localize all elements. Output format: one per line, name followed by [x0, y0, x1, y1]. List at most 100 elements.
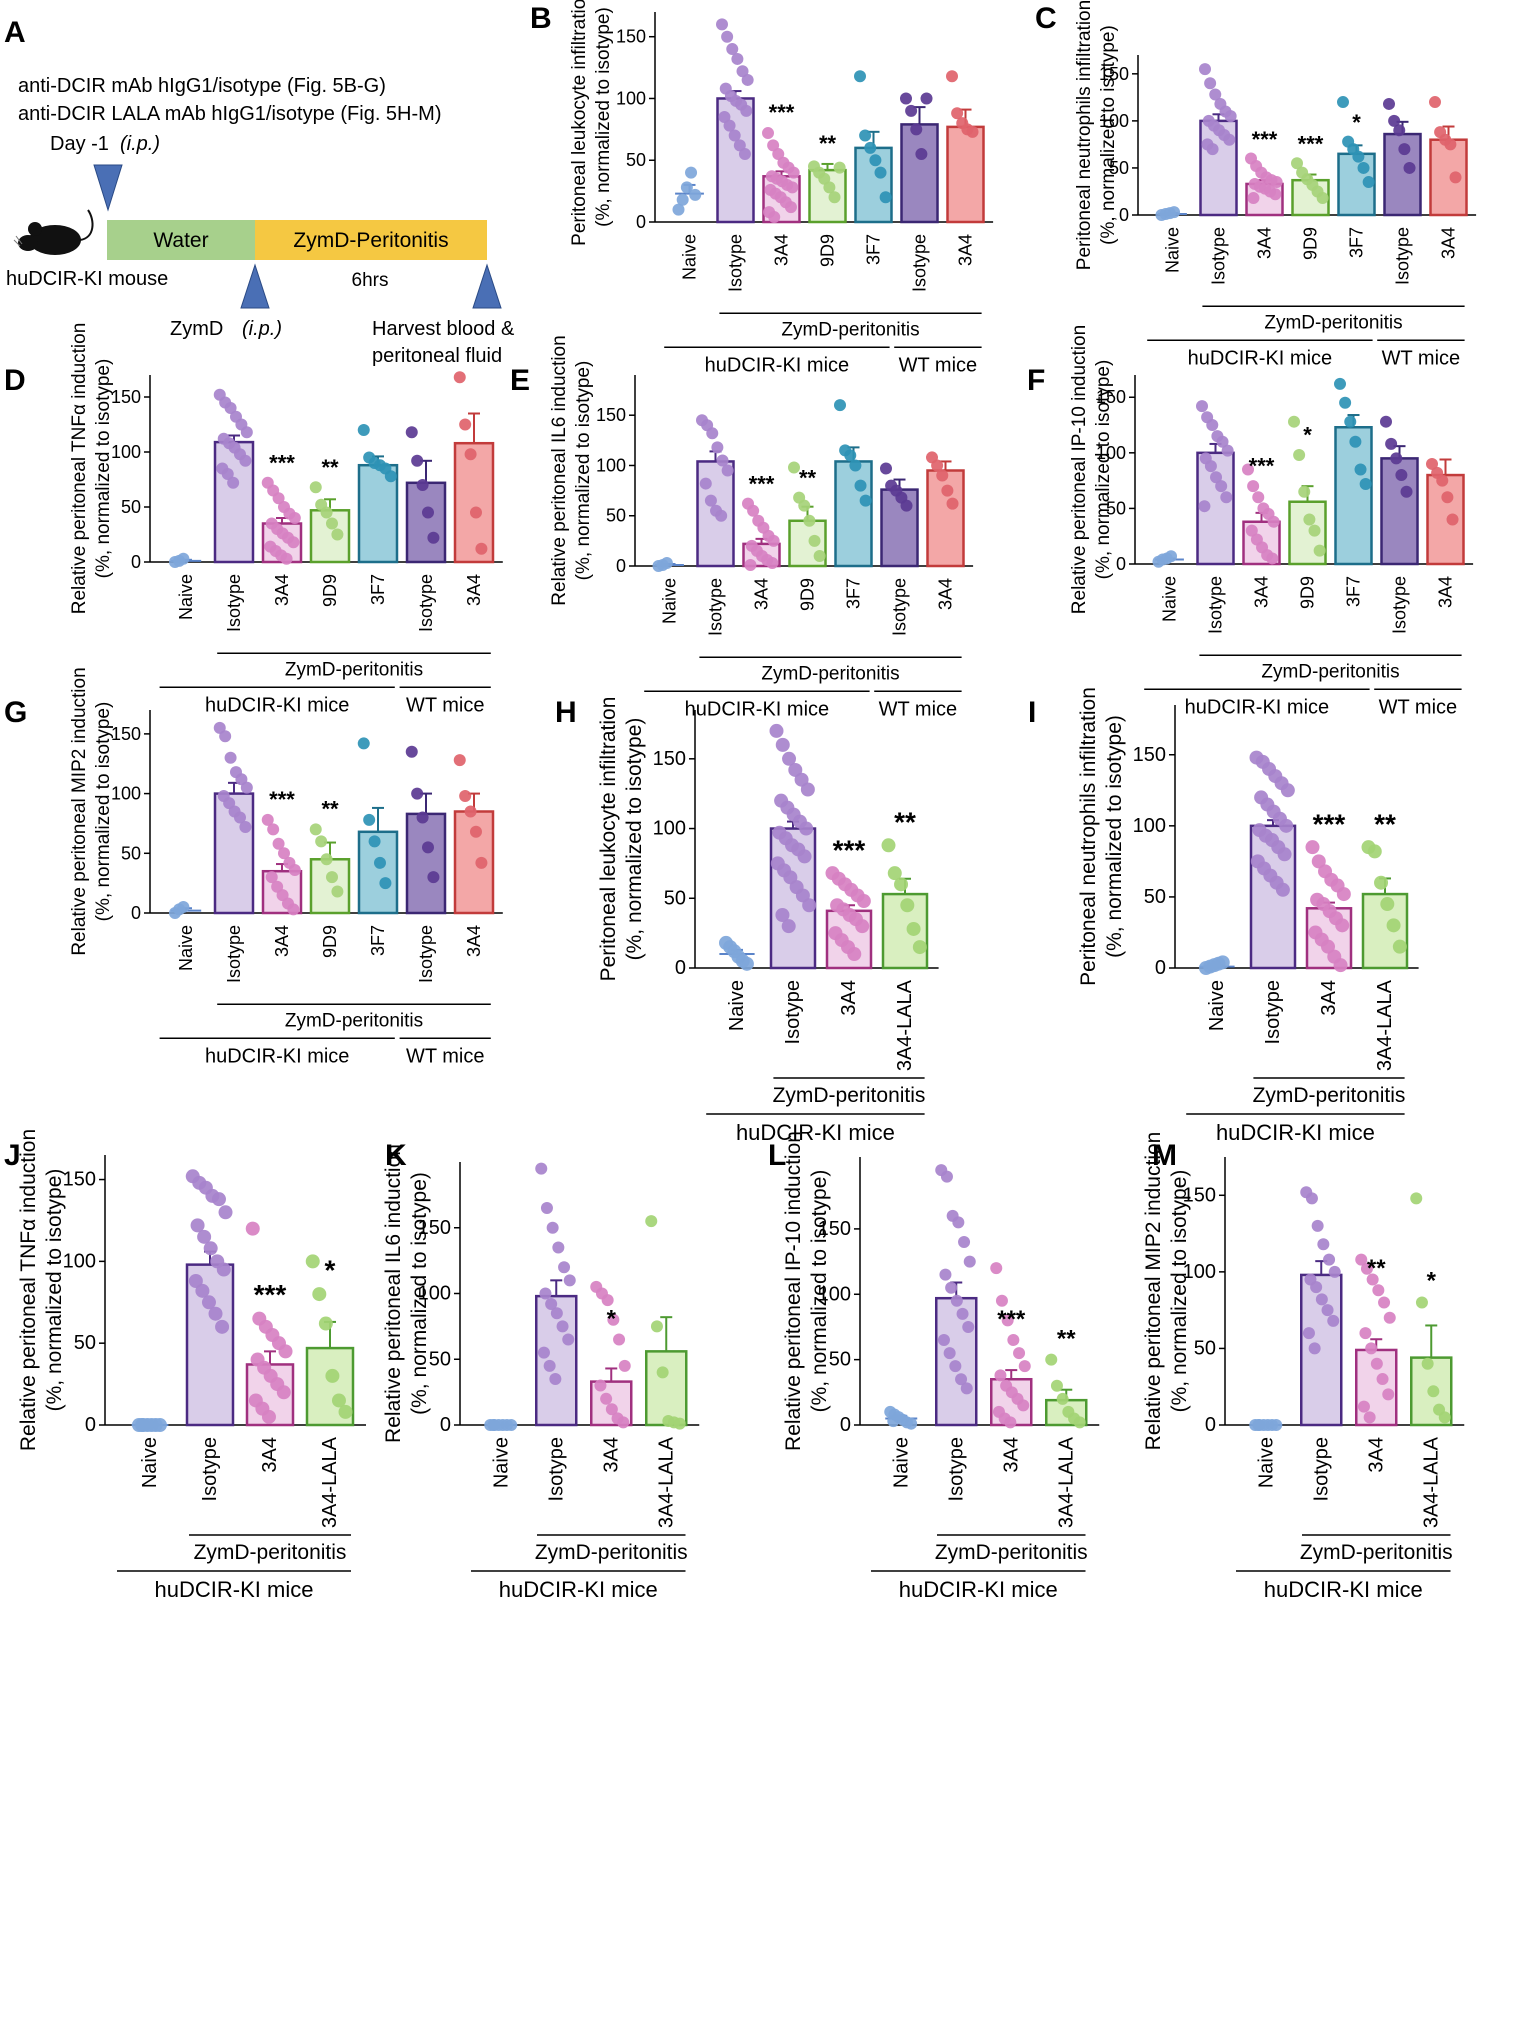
data-point [505, 1419, 518, 1431]
data-point [594, 1379, 607, 1392]
data-point [1321, 939, 1336, 954]
data-point [487, 1419, 500, 1431]
data-point [739, 956, 754, 971]
cohort-label: WT mice [1379, 696, 1458, 718]
panel-letter: L [768, 1139, 786, 1172]
data-point [781, 919, 796, 934]
y-axis-title: Relative peritoneal TNFα induction [69, 323, 90, 615]
significance-label: *** [1313, 808, 1346, 839]
y-tick-label: 100 [1183, 1261, 1216, 1283]
y-tick-label: 100 [596, 455, 626, 475]
harvest-line-1: Harvest blood & [372, 318, 515, 340]
significance-label: * [325, 1255, 336, 1286]
data-point [1045, 1353, 1058, 1366]
data-point [618, 1359, 631, 1372]
significance-label: * [607, 1305, 617, 1332]
data-point [1400, 485, 1413, 498]
data-point [784, 201, 797, 214]
x-tick-label: 3A4 [1439, 227, 1459, 259]
data-point [1288, 415, 1300, 428]
y-tick-label: 0 [1116, 554, 1126, 574]
y-axis-title: Relative peritoneal MIP2 induction [69, 667, 90, 955]
data-point [941, 484, 954, 497]
data-point [766, 556, 779, 569]
significance-label: ** [321, 797, 339, 822]
panel-letter: C [1035, 2, 1057, 35]
data-point [469, 825, 482, 838]
cohort-label: WT mice [1382, 347, 1461, 369]
data-point [240, 426, 253, 439]
data-point [1270, 1419, 1283, 1431]
data-point [1316, 192, 1329, 205]
data-point [931, 459, 944, 472]
bar [946, 125, 985, 224]
data-point [1382, 1388, 1395, 1401]
data-point [1410, 1192, 1423, 1205]
data-point [288, 512, 301, 524]
data-point [946, 70, 958, 83]
group-label: ZymD-peritonitis [781, 319, 919, 340]
significance-label: ** [894, 807, 916, 838]
data-point [1017, 1399, 1030, 1412]
data-point [1386, 918, 1401, 933]
data-point [1380, 415, 1392, 428]
cohort-label: huDCIR-KI mice [1185, 696, 1329, 718]
y-tick-label: 150 [653, 748, 686, 770]
data-point [287, 536, 300, 549]
significance-label: * [1303, 423, 1312, 448]
data-point [721, 30, 734, 43]
data-point [1374, 875, 1389, 890]
chart-panel-j: J 0 50 100 150 Relative peritoneal TNFα induc… [4, 1129, 366, 1602]
panel-letter: G [4, 696, 27, 729]
y-axis-subtitle: (%, normalized to isotype) [1098, 25, 1119, 245]
panel-letter-a: A [4, 16, 26, 49]
data-point [1360, 1262, 1373, 1275]
data-point [245, 1221, 260, 1236]
x-tick-label: 9D9 [1301, 227, 1321, 260]
data-point [218, 1205, 233, 1220]
x-tick-label: 3A4 [752, 578, 772, 610]
significance-label: *** [833, 835, 866, 866]
x-tick-label: 3A4-LALA [1055, 1436, 1077, 1528]
data-point [405, 426, 418, 439]
data-point [405, 745, 418, 758]
data-point [1337, 96, 1349, 109]
data-point [224, 751, 237, 764]
y-tick-label: 50 [664, 887, 686, 909]
data-point [1204, 460, 1217, 473]
x-tick-label: Naive [1206, 980, 1228, 1031]
data-point [357, 737, 370, 750]
data-point [910, 123, 923, 136]
data-point [1198, 500, 1211, 513]
data-point [552, 1241, 565, 1254]
data-point [1441, 491, 1454, 504]
x-tick-label: 3A4 [272, 574, 292, 606]
data-point [427, 871, 440, 884]
y-tick-label: 50 [121, 843, 141, 863]
data-point [704, 494, 717, 507]
data-point [1252, 1419, 1265, 1431]
x-tick-label: Isotype [910, 234, 930, 292]
data-point [1056, 1392, 1069, 1405]
data-point [912, 940, 927, 955]
y-tick-label: 0 [131, 903, 141, 923]
data-point [879, 191, 892, 204]
cohort-label: huDCIR-KI mice [1264, 1577, 1423, 1602]
x-tick-label: 9D9 [320, 574, 340, 607]
data-point [233, 811, 246, 824]
y-axis-title: Relative peritoneal TNFα induction [17, 1129, 40, 1451]
significance-label: *** [1252, 127, 1278, 152]
data-point [221, 468, 234, 480]
data-point [272, 492, 285, 505]
y-axis-subtitle: (%, normalized to isotype) [1103, 715, 1126, 958]
y-tick-label: 100 [1099, 111, 1129, 131]
data-point [731, 52, 744, 65]
data-point [1438, 1411, 1451, 1424]
group-label: ZymD-peritonitis [1264, 312, 1402, 333]
significance-label: *** [269, 787, 295, 812]
data-point [1311, 1219, 1324, 1232]
x-tick-label: Isotype [706, 578, 726, 636]
x-tick-label: 3A4 [772, 234, 792, 266]
data-point [946, 497, 959, 510]
